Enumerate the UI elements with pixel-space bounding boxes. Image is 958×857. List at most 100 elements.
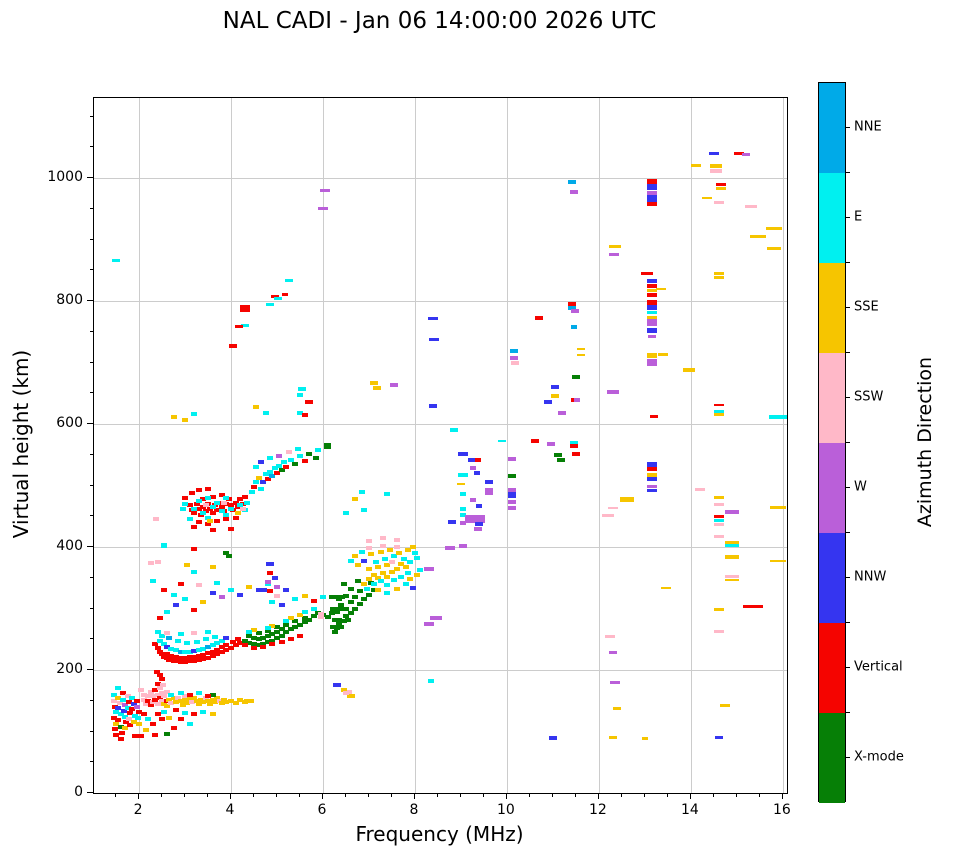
data-point (551, 394, 560, 399)
data-point (156, 649, 163, 654)
data-point (608, 253, 619, 257)
data-point (129, 695, 136, 700)
data-point (257, 460, 264, 465)
data-point (122, 703, 129, 707)
x-minor-tick (528, 793, 530, 797)
data-point (320, 188, 331, 192)
data-point (366, 546, 372, 551)
data-point (216, 698, 223, 703)
data-point (324, 614, 331, 619)
data-point (278, 633, 285, 638)
data-point (264, 626, 271, 631)
data-point (143, 701, 149, 706)
data-point (264, 628, 271, 633)
data-point (225, 554, 232, 559)
colorbar-label-nne: NNE (854, 119, 882, 135)
data-point (544, 400, 553, 405)
data-point (407, 560, 414, 565)
data-point (619, 496, 634, 502)
data-point (163, 704, 170, 709)
data-point (343, 594, 349, 599)
data-point (110, 698, 117, 703)
data-point (708, 151, 719, 155)
colorbar-tick (846, 307, 850, 309)
data-point (382, 557, 389, 562)
data-point (306, 617, 313, 622)
data-point (429, 616, 442, 621)
data-point (310, 613, 317, 618)
data-point (458, 473, 469, 477)
data-point (713, 271, 724, 275)
grid-line (690, 98, 692, 793)
grid-line (139, 98, 141, 793)
data-point (646, 461, 657, 467)
data-point (228, 645, 234, 650)
data-point (147, 689, 154, 694)
data-point (646, 315, 657, 319)
y-minor-tick (89, 453, 93, 455)
data-point (118, 730, 125, 735)
x-tick-label: 4 (225, 802, 235, 818)
data-point (177, 581, 184, 586)
data-point (154, 701, 161, 706)
data-point (209, 642, 216, 647)
data-point (713, 496, 724, 500)
data-point (423, 621, 434, 626)
data-point (571, 374, 580, 379)
data-point (460, 521, 467, 525)
data-point (184, 700, 191, 705)
x-minor-tick (161, 793, 163, 797)
data-point (390, 382, 399, 387)
data-point (147, 703, 154, 707)
data-point (209, 692, 216, 697)
data-point (343, 511, 349, 516)
data-point (140, 712, 147, 717)
colorbar-segment-ssw (819, 353, 845, 443)
data-point (368, 552, 375, 557)
data-point (140, 697, 147, 702)
data-point (126, 711, 133, 715)
data-point (266, 302, 275, 306)
data-point (149, 722, 156, 727)
data-point (200, 709, 207, 714)
data-point (248, 489, 255, 494)
data-point (156, 638, 163, 643)
data-point (246, 633, 253, 638)
data-point (414, 572, 421, 577)
data-point (251, 628, 257, 632)
data-point (276, 463, 283, 468)
data-point (177, 632, 184, 637)
data-point (475, 458, 482, 463)
y-minor-tick (89, 207, 93, 209)
colorbar-tick (846, 397, 850, 399)
data-point (195, 653, 202, 658)
data-point (641, 737, 648, 741)
data-point (152, 697, 159, 702)
data-point (270, 294, 279, 298)
data-point (287, 615, 294, 620)
data-point (713, 515, 724, 519)
data-point (370, 588, 377, 592)
data-point (172, 700, 179, 704)
data-point (131, 733, 138, 738)
data-point (283, 465, 290, 469)
data-point (292, 618, 299, 623)
data-point (507, 474, 516, 479)
data-point (269, 474, 276, 479)
data-point (292, 597, 299, 602)
x-minor-tick (574, 793, 576, 797)
data-point (223, 495, 230, 500)
x-minor-tick (666, 793, 668, 797)
data-point (301, 620, 308, 624)
data-point (195, 691, 202, 696)
data-point (205, 698, 211, 703)
data-point (710, 163, 723, 168)
data-point (211, 700, 218, 704)
data-point (713, 519, 724, 522)
data-point (725, 575, 740, 578)
data-point (343, 606, 349, 611)
data-point (149, 578, 156, 583)
data-point (347, 600, 354, 605)
data-point (138, 733, 145, 738)
data-point (373, 385, 382, 390)
